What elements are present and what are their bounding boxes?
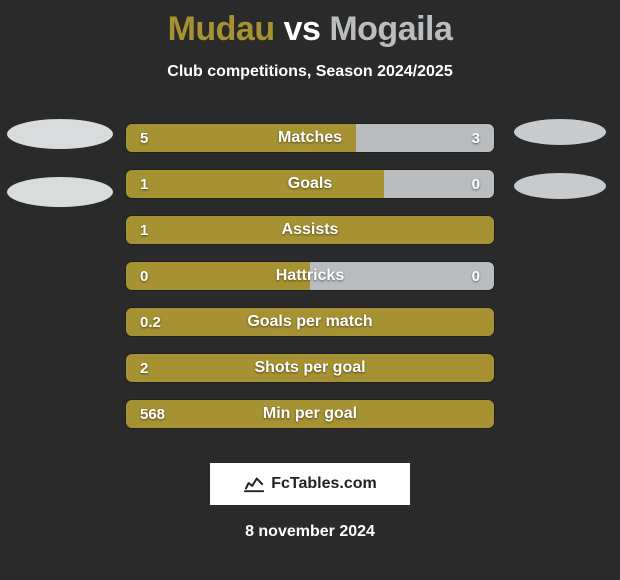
badge-column-right (500, 119, 620, 199)
subtitle: Club competitions, Season 2024/2025 (0, 63, 620, 81)
title-player2: Mogaila (329, 10, 452, 48)
stat-bar: Shots per goal2 (125, 353, 495, 383)
bar-value-left: 568 (140, 400, 165, 428)
badge-right-1 (514, 119, 606, 145)
chart-icon (243, 475, 265, 493)
bar-label: Goals (126, 170, 494, 198)
bar-value-right: 0 (472, 262, 480, 290)
page-title: Mudau vs Mogaila (0, 0, 620, 49)
bar-label: Assists (126, 216, 494, 244)
badge-right-2 (514, 173, 606, 199)
stat-bar: Assists1 (125, 215, 495, 245)
bar-value-left: 0 (140, 262, 148, 290)
bar-value-left: 1 (140, 216, 148, 244)
badge-column-left (0, 119, 120, 207)
badge-left-2 (7, 177, 113, 207)
bar-value-left: 1 (140, 170, 148, 198)
stat-bar: Goals1 0 (125, 169, 495, 199)
stat-bar: Hattricks0 0 (125, 261, 495, 291)
badge-left-1 (7, 119, 113, 149)
title-vs: vs (284, 10, 321, 48)
bar-label: Goals per match (126, 308, 494, 336)
attribution-text: FcTables.com (271, 475, 377, 493)
attribution-box: FcTables.com (210, 463, 410, 505)
bar-label: Shots per goal (126, 354, 494, 382)
stat-bars: Matches53Goals10Assists1Hattricks00Goals… (125, 123, 495, 429)
bar-value-right: 3 (472, 124, 480, 152)
date-text: 8 november 2024 (0, 523, 620, 541)
stat-bar: Goals per match0.2 (125, 307, 495, 337)
bar-label: Hattricks (126, 262, 494, 290)
bar-value-left: 0.2 (140, 308, 161, 336)
title-player1: Mudau (168, 10, 275, 48)
stat-bar: Min per goal568 (125, 399, 495, 429)
bar-value-left: 2 (140, 354, 148, 382)
bar-label: Matches (126, 124, 494, 152)
bar-label: Min per goal (126, 400, 494, 428)
content-area: Matches53Goals10Assists1Hattricks00Goals… (0, 123, 620, 429)
stat-bar: Matches5 3 (125, 123, 495, 153)
bar-value-left: 5 (140, 124, 148, 152)
bar-value-right: 0 (472, 170, 480, 198)
